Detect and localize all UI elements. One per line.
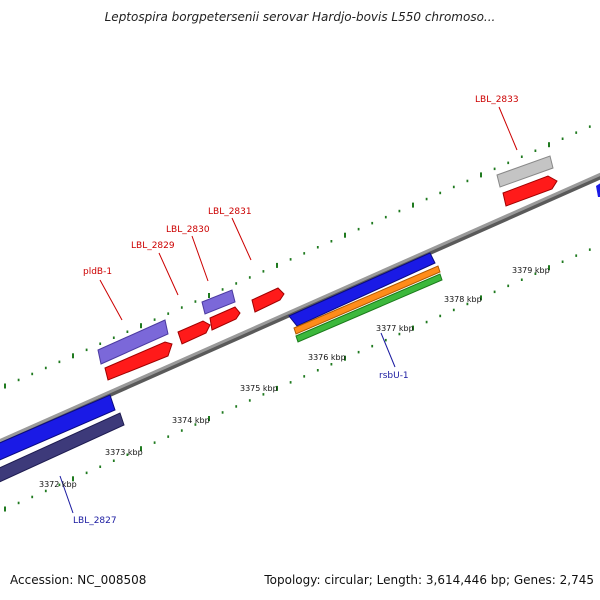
- lbl2830-leader: [191, 235, 209, 282]
- lbl2833-gene-arrow: [502, 175, 558, 207]
- rsbU-leader: [380, 332, 396, 368]
- tick-label-3372: 3372 kbp: [39, 480, 77, 489]
- rsbU-label: rsbU-1: [379, 371, 409, 381]
- pldB-feature: [97, 319, 169, 365]
- lbl2830-gene-arrow: [209, 306, 241, 331]
- lbl2830-label: LBL_2830: [166, 225, 210, 235]
- tick-label-3373: 3373 kbp: [105, 448, 143, 457]
- backbone: [0, 172, 600, 443]
- pldB-leader: [99, 279, 123, 321]
- inner-tick-track: [4, 248, 591, 512]
- lbl2827-gene-arrow: [0, 394, 116, 461]
- lbl2833-leader: [498, 106, 518, 151]
- backbone-shadow: [0, 173, 600, 446]
- lbl2833-label: LBL_2833: [475, 95, 519, 105]
- pldB-label: pldB-1: [83, 267, 112, 277]
- tick-label-3374: 3374 kbp: [172, 416, 210, 425]
- tick-label-3376: 3376 kbp: [308, 353, 346, 362]
- rsbU-feature-green: [295, 273, 443, 343]
- tick-label-3377: 3377 kbp: [376, 324, 414, 333]
- tick-label-3378: 3378 kbp: [444, 295, 482, 304]
- lbl2829-leader: [158, 252, 179, 296]
- topology-text: Topology: circular; Length: 3,614,446 bp…: [264, 573, 594, 587]
- lbl2827-feature: [0, 412, 125, 483]
- edge-feature: [596, 183, 600, 197]
- lbl2833-feature: [496, 155, 554, 188]
- lbl2827-label: LBL_2827: [73, 516, 117, 526]
- lbl2829-gene-arrow: [177, 320, 211, 345]
- tick-label-3375: 3375 kbp: [240, 384, 278, 393]
- lbl2831-leader: [231, 217, 252, 261]
- rsbU-gene-arrow: [288, 252, 436, 327]
- rsbU-feature-orange: [293, 265, 441, 335]
- lbl2827-leader: [59, 475, 74, 514]
- leader-lines: [59, 106, 518, 514]
- pldB-gene-arrow: [104, 341, 173, 381]
- accession-text: Accession: NC_008508: [10, 573, 147, 587]
- lbl2830-feature: [201, 289, 236, 315]
- lbl2829-label: LBL_2829: [131, 241, 175, 251]
- outer-tick-track: [4, 125, 591, 389]
- map-title: Leptospira borgpetersenii serovar Hardjo…: [104, 10, 496, 24]
- lbl2831-label: LBL_2831: [208, 207, 252, 217]
- tick-label-3379: 3379 kbp: [512, 266, 550, 275]
- lbl2831-gene-arrow: [251, 287, 285, 313]
